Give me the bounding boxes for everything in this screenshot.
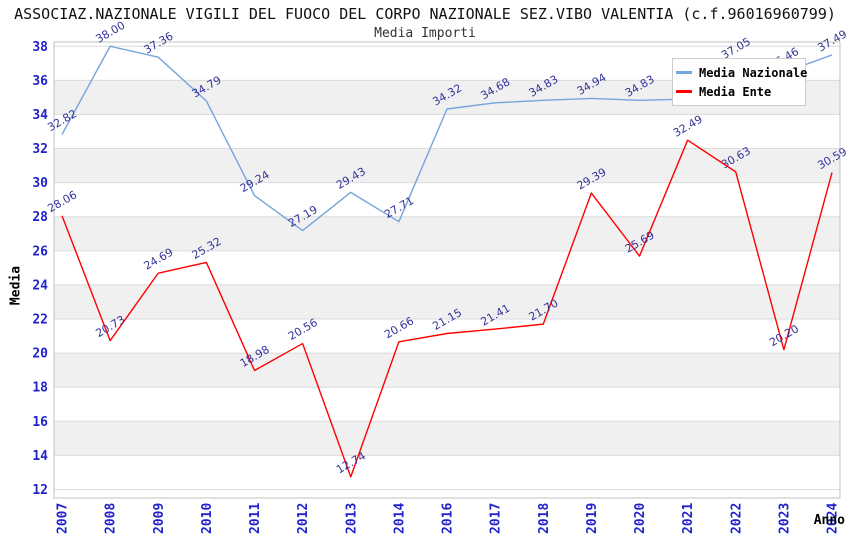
series-line-media-ente [61, 139, 833, 478]
chart-subtitle: Media Importi [374, 26, 476, 41]
data-point-label: 20.56 [286, 316, 320, 343]
x-tick-label: 2020 [633, 503, 648, 534]
y-tick-label: 28 [32, 210, 48, 225]
x-axis-title: Anno [813, 513, 845, 528]
media-ente-line-swatch [676, 90, 692, 93]
plot-border [53, 41, 841, 499]
x-tick-label: 2012 [296, 503, 311, 534]
x-tick-label: 2013 [344, 503, 359, 534]
y-tick-label: 26 [32, 244, 48, 259]
x-tick-label: 2021 [681, 503, 696, 534]
band-row [54, 216, 840, 251]
band-row [54, 284, 840, 320]
legend-box: Media Nazionale Media Ente [672, 58, 808, 106]
y-tick-label: 24 [32, 278, 48, 293]
x-tick-label: 2011 [248, 503, 263, 534]
x-tick-label: 2023 [777, 503, 792, 534]
x-tick-label: 2016 [441, 503, 456, 534]
data-point-label: 37.36 [142, 30, 176, 57]
x-tick-label: 2017 [489, 503, 504, 534]
legend-label: Media Nazionale [699, 65, 808, 80]
x-tick-label: 2010 [200, 503, 215, 534]
x-tick-label: 2009 [152, 503, 167, 534]
y-tick-label: 14 [32, 449, 48, 464]
chart-title: ASSOCIAZ.NAZIONALE VIGILI DEL FUOCO DEL … [14, 5, 836, 23]
data-point-label: 20.20 [767, 322, 801, 349]
y-tick-label: 16 [32, 415, 48, 430]
x-tick-label: 2014 [392, 503, 407, 534]
y-tick-label: 22 [32, 313, 48, 328]
x-tick-label: 2007 [56, 503, 71, 534]
x-tick-label: 2022 [729, 503, 744, 534]
data-point-label: 28.06 [45, 188, 79, 215]
x-tick-label: 2008 [104, 503, 119, 534]
data-point-label: 37.49 [815, 27, 849, 54]
legend-item-media-nazionale: Media Nazionale [676, 63, 808, 82]
y-tick-label: 32 [32, 142, 48, 157]
legend-label: Media Ente [699, 84, 772, 99]
legend-item-media-ente: Media Ente [676, 82, 805, 101]
y-tick-label: 36 [32, 74, 48, 89]
y-tick-label: 20 [32, 347, 48, 362]
media-nazionale-line-swatch [676, 71, 692, 74]
y-tick-label: 30 [32, 176, 48, 191]
y-tick-label: 18 [32, 381, 48, 396]
x-tick-label: 2019 [585, 503, 600, 534]
data-point-label: 32.49 [671, 113, 705, 140]
y-axis-title: Media [8, 265, 24, 306]
y-tick-label: 38 [32, 40, 48, 55]
x-tick-label: 2024 [826, 503, 841, 534]
band-row [54, 421, 840, 456]
y-tick-label: 34 [32, 108, 48, 123]
y-tick-label: 12 [32, 483, 48, 498]
x-tick-label: 2018 [537, 503, 552, 534]
band-row [54, 353, 840, 388]
